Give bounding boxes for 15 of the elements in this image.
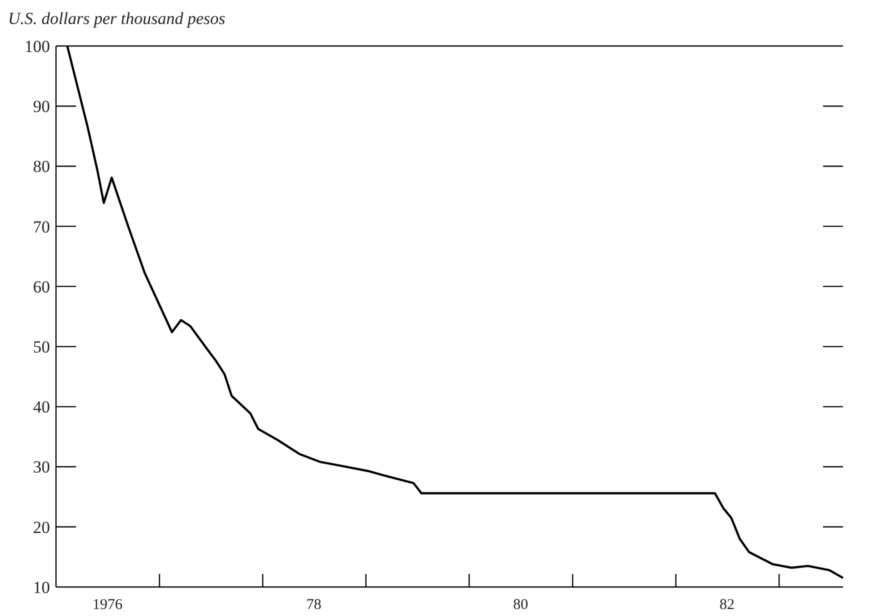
y-tick-label: 20 bbox=[33, 518, 50, 537]
x-tick-label: 82 bbox=[720, 597, 735, 613]
y-tick-label: 90 bbox=[33, 97, 50, 116]
x-tick-label: 78 bbox=[306, 597, 322, 613]
x-tick-label: 1976 bbox=[92, 597, 123, 613]
y-axis-title: U.S. dollars per thousand pesos bbox=[8, 9, 226, 28]
x-tick-label: 80 bbox=[513, 597, 528, 613]
y-tick-label: 100 bbox=[24, 36, 50, 56]
y-tick-label: 60 bbox=[33, 277, 50, 296]
y-tick-label: 30 bbox=[33, 458, 50, 477]
y-tick-label: 10 bbox=[33, 578, 50, 597]
y-tick-label: 80 bbox=[33, 157, 50, 176]
y-tick-label: 40 bbox=[33, 398, 50, 417]
y-tick-label: 70 bbox=[33, 217, 50, 236]
y-tick-label: 50 bbox=[33, 338, 50, 357]
